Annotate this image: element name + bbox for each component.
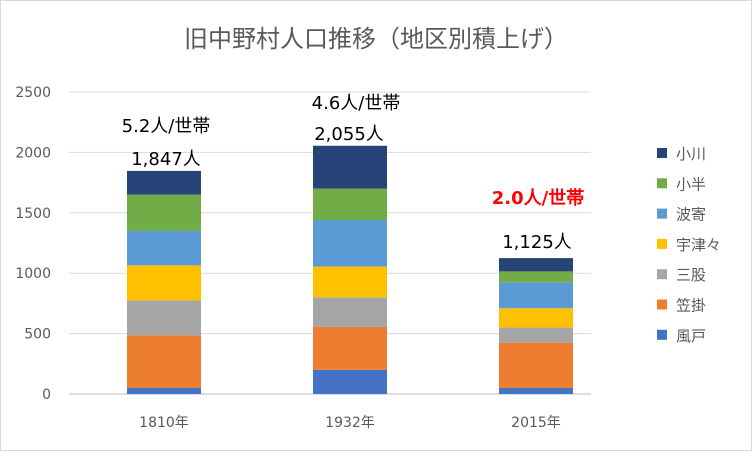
- legend-swatch: [657, 178, 667, 189]
- bar-segment: [313, 145, 387, 189]
- legend-swatch: [657, 269, 667, 280]
- bar-segment: [499, 258, 573, 272]
- y-tick-label: 500: [24, 327, 51, 343]
- y-tick-label: 2500: [15, 85, 51, 101]
- bar-segment: [313, 188, 387, 221]
- legend-label: 笠掛: [676, 297, 706, 315]
- bar-segment: [499, 308, 573, 328]
- y-tick-label: 1500: [15, 206, 51, 222]
- bar-segment: [127, 387, 201, 394]
- household-size-annotation: 2.0人/世帯: [492, 187, 584, 209]
- bar-segment: [499, 282, 573, 309]
- legend-label: 宇津々: [676, 236, 721, 254]
- bars: [127, 145, 573, 394]
- y-axis: 0 500 1000 1500 2000 2500: [15, 85, 51, 403]
- y-tick-label: 1000: [15, 266, 51, 282]
- household-size-annotation: 4.6人/世帯: [312, 93, 401, 114]
- x-tick-label: 1810年: [139, 415, 189, 431]
- data-labels: 1,847人 2,055人 1,125人 5.2人/世帯 4.6人/世帯 2.0人/世帯: [122, 93, 585, 253]
- total-label: 1,847人: [131, 149, 201, 170]
- bar-segment: [313, 369, 387, 394]
- legend-swatch: [657, 148, 667, 158]
- y-tick-label: 2000: [15, 145, 51, 161]
- x-tick-label: 1932年: [325, 415, 375, 431]
- bar-segment: [499, 327, 573, 343]
- legend-label: 三股: [676, 266, 706, 284]
- bar-segment: [313, 326, 387, 370]
- legend-label: 波寄: [676, 206, 706, 224]
- bar-segment: [127, 194, 201, 231]
- legend-swatch: [657, 238, 667, 249]
- bar-segment: [499, 387, 573, 394]
- bar-segment: [313, 266, 387, 298]
- bar-segment: [127, 265, 201, 301]
- x-tick-label: 2015年: [511, 415, 561, 431]
- bar-segment: [313, 220, 387, 267]
- total-label: 2,055人: [314, 124, 384, 145]
- household-size-annotation: 5.2人/世帯: [122, 116, 211, 137]
- legend-label: 小川: [676, 145, 706, 163]
- bar-segment: [313, 297, 387, 327]
- x-axis: 1810年 1932年 2015年: [139, 415, 561, 431]
- bar-segment: [127, 300, 201, 336]
- legend-swatch: [657, 329, 667, 340]
- bar-segment: [499, 342, 573, 388]
- legend-swatch: [657, 299, 667, 310]
- legend-label: 小半: [676, 175, 706, 193]
- chart-title: 旧中野村人口推移（地区別積上げ）: [184, 25, 568, 53]
- bar-segment: [127, 335, 201, 388]
- bar-segment: [127, 170, 201, 195]
- y-tick-label: 0: [42, 387, 51, 403]
- bar-segment: [499, 271, 573, 283]
- total-label: 1,125人: [502, 232, 572, 253]
- legend-label: 風戸: [676, 327, 706, 345]
- bar-segment: [127, 230, 201, 266]
- legend-swatch: [657, 208, 667, 219]
